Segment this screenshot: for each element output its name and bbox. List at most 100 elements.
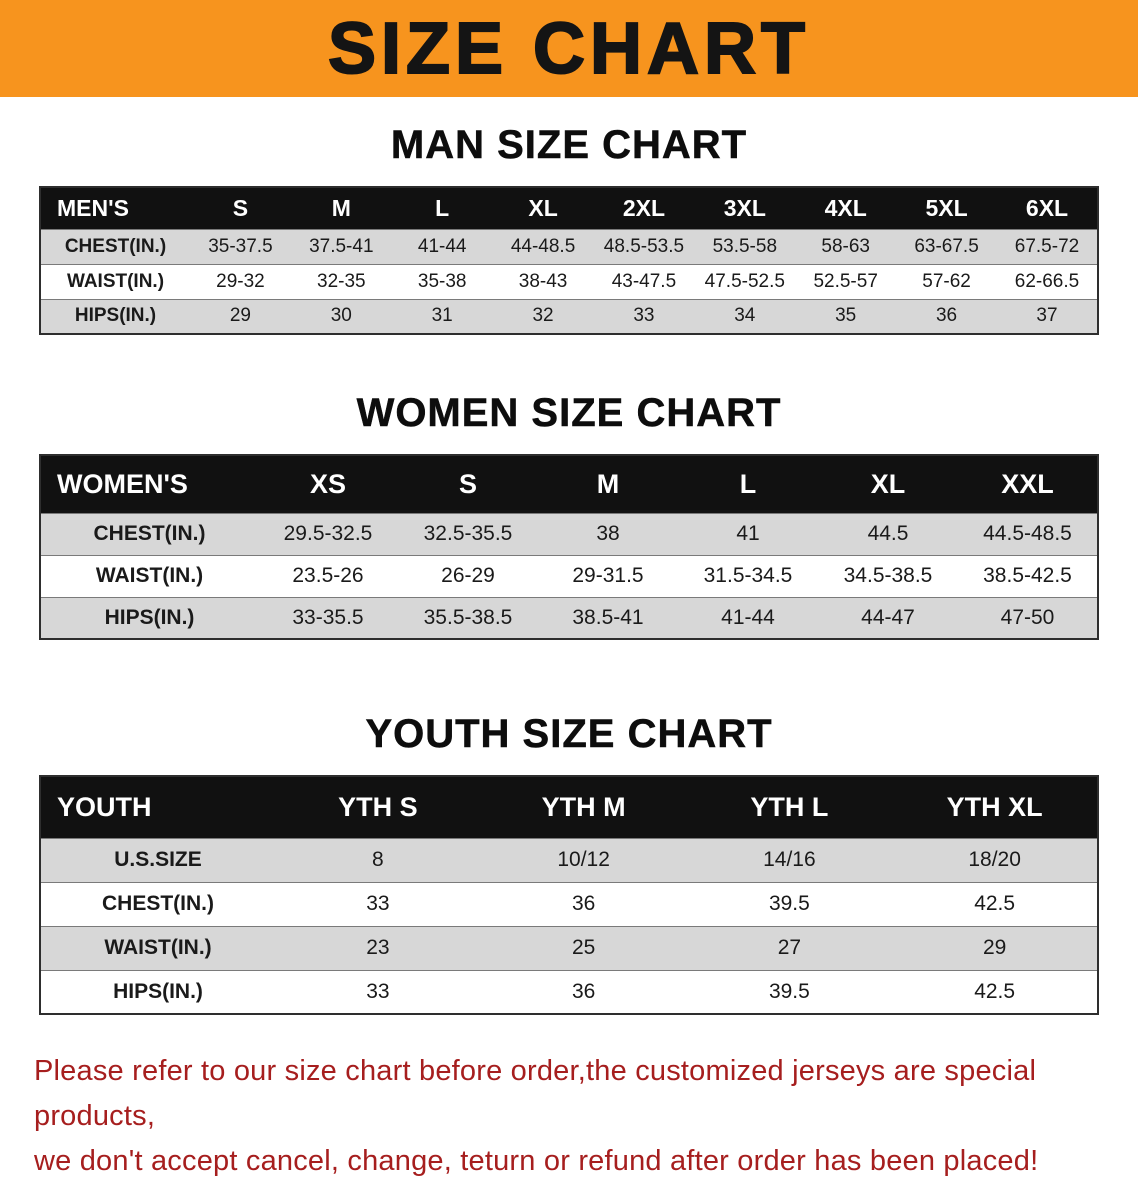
size-value: 41 [736, 522, 760, 545]
table-row: CHEST(IN.) 35-37.5 37.5-41 41-44 44-48.5 48.5… [40, 229, 1098, 264]
row-label: WAIST(IN.) [66, 270, 165, 292]
youth-section-heading: YOUTH SIZE CHART [365, 712, 773, 757]
size-column-header: M [331, 194, 351, 221]
women-section: WOMEN SIZE CHART WOMEN'S XS S M L XL XXL CHEST(… [0, 391, 1138, 640]
disclaimer: Please refer to our size chart before or… [0, 1049, 1138, 1184]
size-column-header: XXL [1001, 468, 1054, 499]
size-value: 34.5-38.5 [843, 564, 933, 587]
size-value: 29-31.5 [572, 564, 644, 587]
size-value: 47.5-52.5 [704, 270, 785, 292]
size-value: 32-35 [317, 270, 366, 292]
size-value: 29 [229, 305, 251, 327]
size-column-header: L [435, 194, 450, 221]
size-value: 33-35.5 [292, 605, 364, 629]
size-value: 33 [366, 892, 390, 915]
size-column-header: YTH L [750, 791, 829, 822]
table-row: HIPS(IN.) 33-35.5 35.5-38.5 38.5-41 41-44 44-… [40, 597, 1098, 639]
size-column-header: YTH XL [946, 791, 1043, 822]
table-row: CHEST(IN.) 29.5-32.5 32.5-35.5 38 41 44.5 44.5… [40, 513, 1098, 555]
size-value: 32 [532, 305, 554, 327]
size-value: 47-50 [1000, 605, 1055, 629]
table-row: CHEST(IN.) 33 36 39.5 42.5 [40, 882, 1098, 926]
table-row: WAIST(IN.) 23.5-26 26-29 29-31.5 31.5-34.5 34… [40, 555, 1098, 597]
size-value: 26-29 [441, 564, 495, 587]
table-header-row: WOMEN'S XS S M L XL XXL [40, 455, 1098, 513]
size-value: 44.5 [867, 522, 909, 545]
size-column-header: 3XL [723, 194, 766, 221]
size-value: 35.5-38.5 [423, 605, 513, 629]
table-title-cell: YOUTH [57, 791, 152, 822]
table-row: HIPS(IN.) 29 30 31 32 33 34 35 36 37 [40, 299, 1098, 334]
size-value: 44.5-48.5 [983, 522, 1072, 545]
size-value: 23.5-26 [292, 564, 364, 587]
size-value: 30 [330, 305, 352, 327]
row-label: U.S.SIZE [114, 848, 202, 871]
row-label: CHEST(IN.) [102, 892, 214, 915]
size-value: 23 [366, 936, 390, 959]
size-value: 63-67.5 [914, 235, 979, 257]
size-value: 14/16 [763, 848, 816, 871]
men-section: MAN SIZE CHART MEN'S S M L XL 2XL 3XL 4XL 5XL 6XL… [0, 123, 1138, 335]
youth-size-table: YOUTH YTH S YTH M YTH L YTH XL U.S.SIZE 8 10/12… [39, 775, 1099, 1015]
women-size-table: WOMEN'S XS S M L XL XXL CHEST(IN.) 29.5-32.5 32.5… [39, 454, 1099, 640]
size-value: 8 [372, 848, 384, 871]
size-column-header: S [458, 468, 477, 499]
size-value: 38-43 [518, 270, 568, 292]
size-value: 53.5-58 [712, 235, 778, 257]
size-value: 34 [734, 305, 756, 327]
size-column-header: YTH M [541, 791, 626, 822]
size-value: 38.5-42.5 [983, 564, 1072, 587]
size-value: 18/20 [968, 848, 1021, 871]
size-column-header: XS [309, 468, 347, 499]
size-value: 58-63 [821, 235, 870, 257]
size-column-header: 5XL [925, 194, 968, 221]
table-title-cell: WOMEN'S [57, 468, 188, 499]
table-row: WAIST(IN.) 23 25 27 29 [40, 926, 1098, 970]
size-column-header: YTH S [338, 791, 418, 822]
size-column-header: S [232, 194, 249, 221]
size-value: 41-44 [721, 605, 775, 629]
size-value: 39.5 [768, 979, 810, 1003]
size-value: 33 [366, 979, 390, 1003]
size-value: 62-66.5 [1014, 270, 1080, 292]
size-value: 67.5-72 [1014, 235, 1080, 257]
size-value: 38.5-41 [572, 605, 644, 629]
table-header-row: MEN'S S M L XL 2XL 3XL 4XL 5XL 6XL [40, 187, 1098, 229]
size-value: 36 [571, 892, 596, 915]
size-column-header: M [596, 468, 620, 499]
size-value: 35-37.5 [208, 235, 273, 257]
row-label: WAIST(IN.) [104, 936, 212, 959]
table-row: WAIST(IN.) 29-32 32-35 35-38 38-43 43-47.5 47.… [40, 264, 1098, 299]
men-size-table: MEN'S S M L XL 2XL 3XL 4XL 5XL 6XL CHEST(IN.) 35-37… [39, 186, 1099, 335]
size-value: 42.5 [974, 979, 1016, 1003]
size-value: 31.5-34.5 [703, 564, 793, 587]
size-value: 42.5 [974, 892, 1016, 915]
size-column-header: XL [528, 194, 558, 221]
size-value: 33 [633, 305, 655, 327]
size-value: 10/12 [557, 848, 610, 871]
size-value: 35 [835, 305, 857, 327]
row-label: HIPS(IN.) [74, 305, 157, 327]
size-value: 44-47 [861, 605, 915, 629]
size-value: 57-62 [922, 270, 971, 292]
row-label: HIPS(IN.) [104, 605, 195, 629]
row-label: CHEST(IN.) [93, 522, 206, 545]
size-value: 35-38 [417, 270, 467, 292]
size-value: 38 [596, 522, 620, 545]
youth-section: YOUTH SIZE CHART YOUTH YTH S YTH M YTH L YTH… [0, 712, 1138, 1015]
size-column-header: 6XL [1025, 194, 1069, 221]
table-header-row: YOUTH YTH S YTH M YTH L YTH XL [40, 776, 1098, 838]
size-value: 43-47.5 [611, 270, 677, 292]
size-value: 44-48.5 [510, 235, 576, 257]
table-row: U.S.SIZE 8 10/12 14/16 18/20 [40, 838, 1098, 882]
size-value: 37 [1036, 305, 1058, 327]
row-label: CHEST(IN.) [64, 235, 167, 257]
disclaimer-line-1: Please refer to our size chart before or… [34, 1055, 1037, 1132]
size-value: 36 [571, 979, 596, 1003]
men-section-heading: MAN SIZE CHART [390, 123, 748, 168]
page-title: SIZE CHART [327, 8, 810, 89]
size-value: 29.5-32.5 [283, 522, 373, 545]
size-value: 41-44 [417, 235, 467, 257]
size-value: 29 [982, 936, 1007, 959]
size-value: 25 [571, 936, 596, 959]
